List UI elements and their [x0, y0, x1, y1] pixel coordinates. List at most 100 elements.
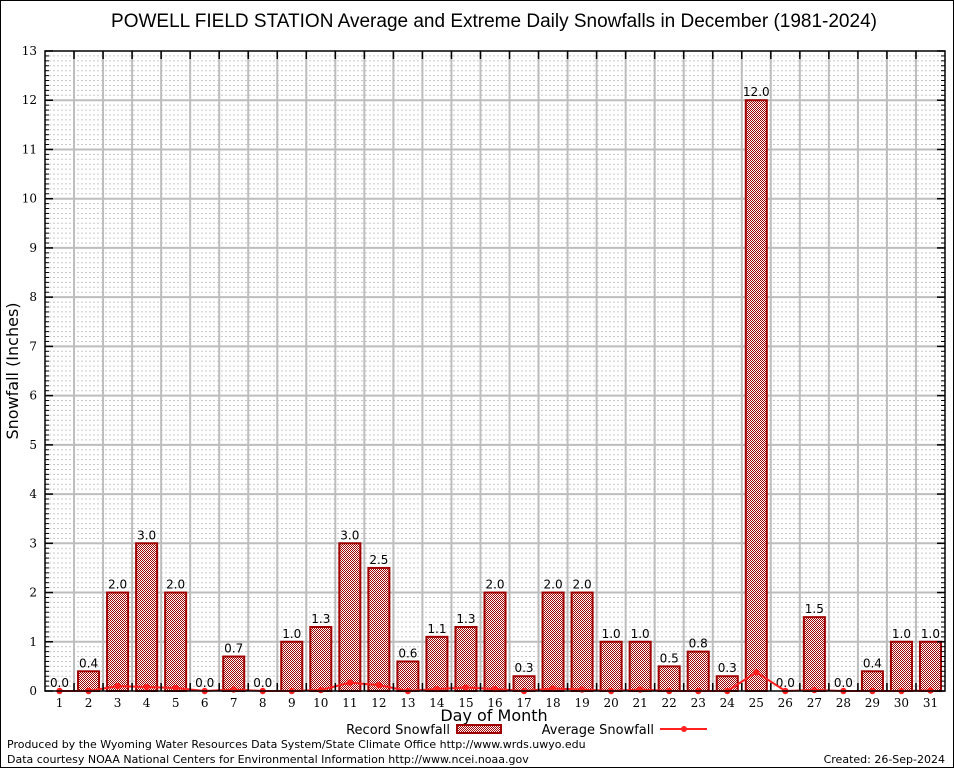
bars: 0.0 0.4 2.0 3.0 2.0 0.0 0.7 0.0 1.0 1.3 3.0 2.5 0.6 1… — [50, 85, 942, 693]
y-tick-label: 6 — [29, 389, 37, 403]
x-tick-label: 15 — [458, 696, 473, 710]
bar-value-label: 1.5 — [805, 602, 824, 616]
y-tick-label: 5 — [29, 438, 37, 452]
average-point — [753, 669, 760, 676]
bar-value-label: 1.3 — [456, 612, 475, 626]
grid — [45, 51, 945, 691]
record-bar — [106, 591, 130, 692]
bar-value-label: 0.3 — [718, 661, 737, 675]
bar-value-label: 1.0 — [282, 627, 301, 641]
x-tick-label: 4 — [143, 696, 151, 710]
x-tick-label: 6 — [201, 696, 209, 710]
record-bar — [367, 566, 391, 693]
x-tick-label: 18 — [545, 696, 560, 710]
y-tick-label: 10 — [22, 192, 37, 206]
x-tick-label: 11 — [342, 696, 357, 710]
footer-produced-by: Produced by the Wyoming Water Resources … — [7, 738, 586, 751]
x-tick-label: 2 — [85, 696, 93, 710]
x-tick-label: 8 — [259, 696, 267, 710]
bar-value-label: 2.0 — [166, 578, 185, 592]
x-tick-label: 12 — [371, 696, 386, 710]
y-axis-label: Snowfall (Inches) — [3, 302, 22, 439]
bar-value-label: 2.0 — [573, 578, 592, 592]
x-tick-label: 21 — [633, 696, 648, 710]
record-bar — [744, 99, 768, 692]
bar-value-label: 0.0 — [253, 676, 272, 690]
record-bar — [338, 542, 362, 692]
bar-value-label: 0.7 — [224, 642, 243, 656]
chart-title: POWELL FIELD STATION Average and Extreme… — [111, 11, 877, 32]
record-bar — [918, 640, 942, 692]
legend-average-marker — [681, 726, 687, 732]
average-point — [230, 686, 237, 693]
bar-value-label: 0.6 — [398, 646, 417, 660]
record-bar — [454, 626, 478, 692]
x-tick-label: 29 — [865, 696, 880, 710]
record-bar — [802, 616, 826, 693]
x-tick-label: 26 — [778, 696, 793, 710]
average-point — [114, 682, 121, 690]
x-tick-label: 1 — [56, 696, 64, 710]
bar-value-label: 0.4 — [79, 656, 98, 670]
record-bar — [657, 665, 681, 693]
y-tick-label: 2 — [29, 586, 37, 600]
bar-value-label: 1.0 — [631, 627, 650, 641]
record-bar — [309, 626, 333, 692]
legend: Record Snowfall Average Snowfall — [346, 723, 707, 738]
x-tick-label: 14 — [429, 696, 445, 710]
x-tick-label: 16 — [487, 696, 502, 710]
bar-value-label: 0.0 — [195, 676, 214, 690]
bar-value-label: 0.5 — [660, 651, 679, 665]
record-bar — [135, 542, 159, 692]
average-point — [172, 684, 179, 692]
bar-value-label: 3.0 — [137, 528, 156, 542]
bar-value-label: 3.0 — [340, 528, 359, 542]
bar-value-label: 1.3 — [311, 612, 330, 626]
bar-value-label: 0.0 — [834, 676, 853, 690]
bar-value-label: 0.3 — [514, 661, 533, 675]
record-bar — [222, 655, 246, 692]
x-tick-label: 17 — [516, 696, 531, 710]
record-bar — [425, 635, 449, 692]
average-point — [636, 686, 644, 693]
bar-value-label: 0.4 — [863, 656, 882, 670]
record-bar — [541, 591, 565, 692]
bar-value-label: 2.0 — [108, 578, 127, 592]
average-point — [549, 685, 557, 692]
bar-value-label: 2.0 — [485, 578, 504, 592]
average-point — [317, 686, 325, 694]
x-tick-label: 19 — [574, 696, 589, 710]
x-tick-label: 31 — [923, 696, 938, 710]
x-tick-label: 30 — [894, 696, 909, 710]
average-point — [811, 686, 818, 694]
x-tick-label: 24 — [720, 696, 736, 710]
y-tick-label: 7 — [29, 339, 37, 353]
average-point — [375, 681, 383, 689]
record-bar — [280, 640, 304, 692]
bar-value-label: 1.0 — [602, 627, 621, 641]
x-tick-label: 20 — [603, 696, 618, 710]
record-bar — [628, 640, 652, 692]
legend-record-swatch — [456, 724, 502, 734]
x-tick-label: 5 — [172, 696, 180, 710]
y-tick-label: 11 — [22, 142, 37, 156]
bar-value-label: 2.5 — [369, 553, 388, 567]
x-tick-label: 23 — [691, 696, 706, 710]
footer-created: Created: 26-Sep-2024 — [824, 753, 945, 766]
bar-value-label: 12.0 — [743, 85, 770, 99]
y-tick-label: 8 — [29, 290, 37, 304]
x-axis-label: Day of Month — [440, 706, 547, 725]
record-bar — [396, 660, 420, 693]
bar-value-label: 0.8 — [689, 637, 708, 651]
x-tick-label: 3 — [114, 696, 122, 710]
y-tick-label: 12 — [22, 93, 37, 107]
bar-value-label: 0.0 — [50, 676, 69, 690]
average-point — [578, 686, 586, 693]
bar-value-label: 2.0 — [544, 578, 563, 592]
y-tick-label: 13 — [22, 44, 37, 58]
x-tick-label: 7 — [230, 696, 238, 710]
average-point — [346, 679, 354, 686]
bar-value-label: 1.0 — [892, 627, 911, 641]
